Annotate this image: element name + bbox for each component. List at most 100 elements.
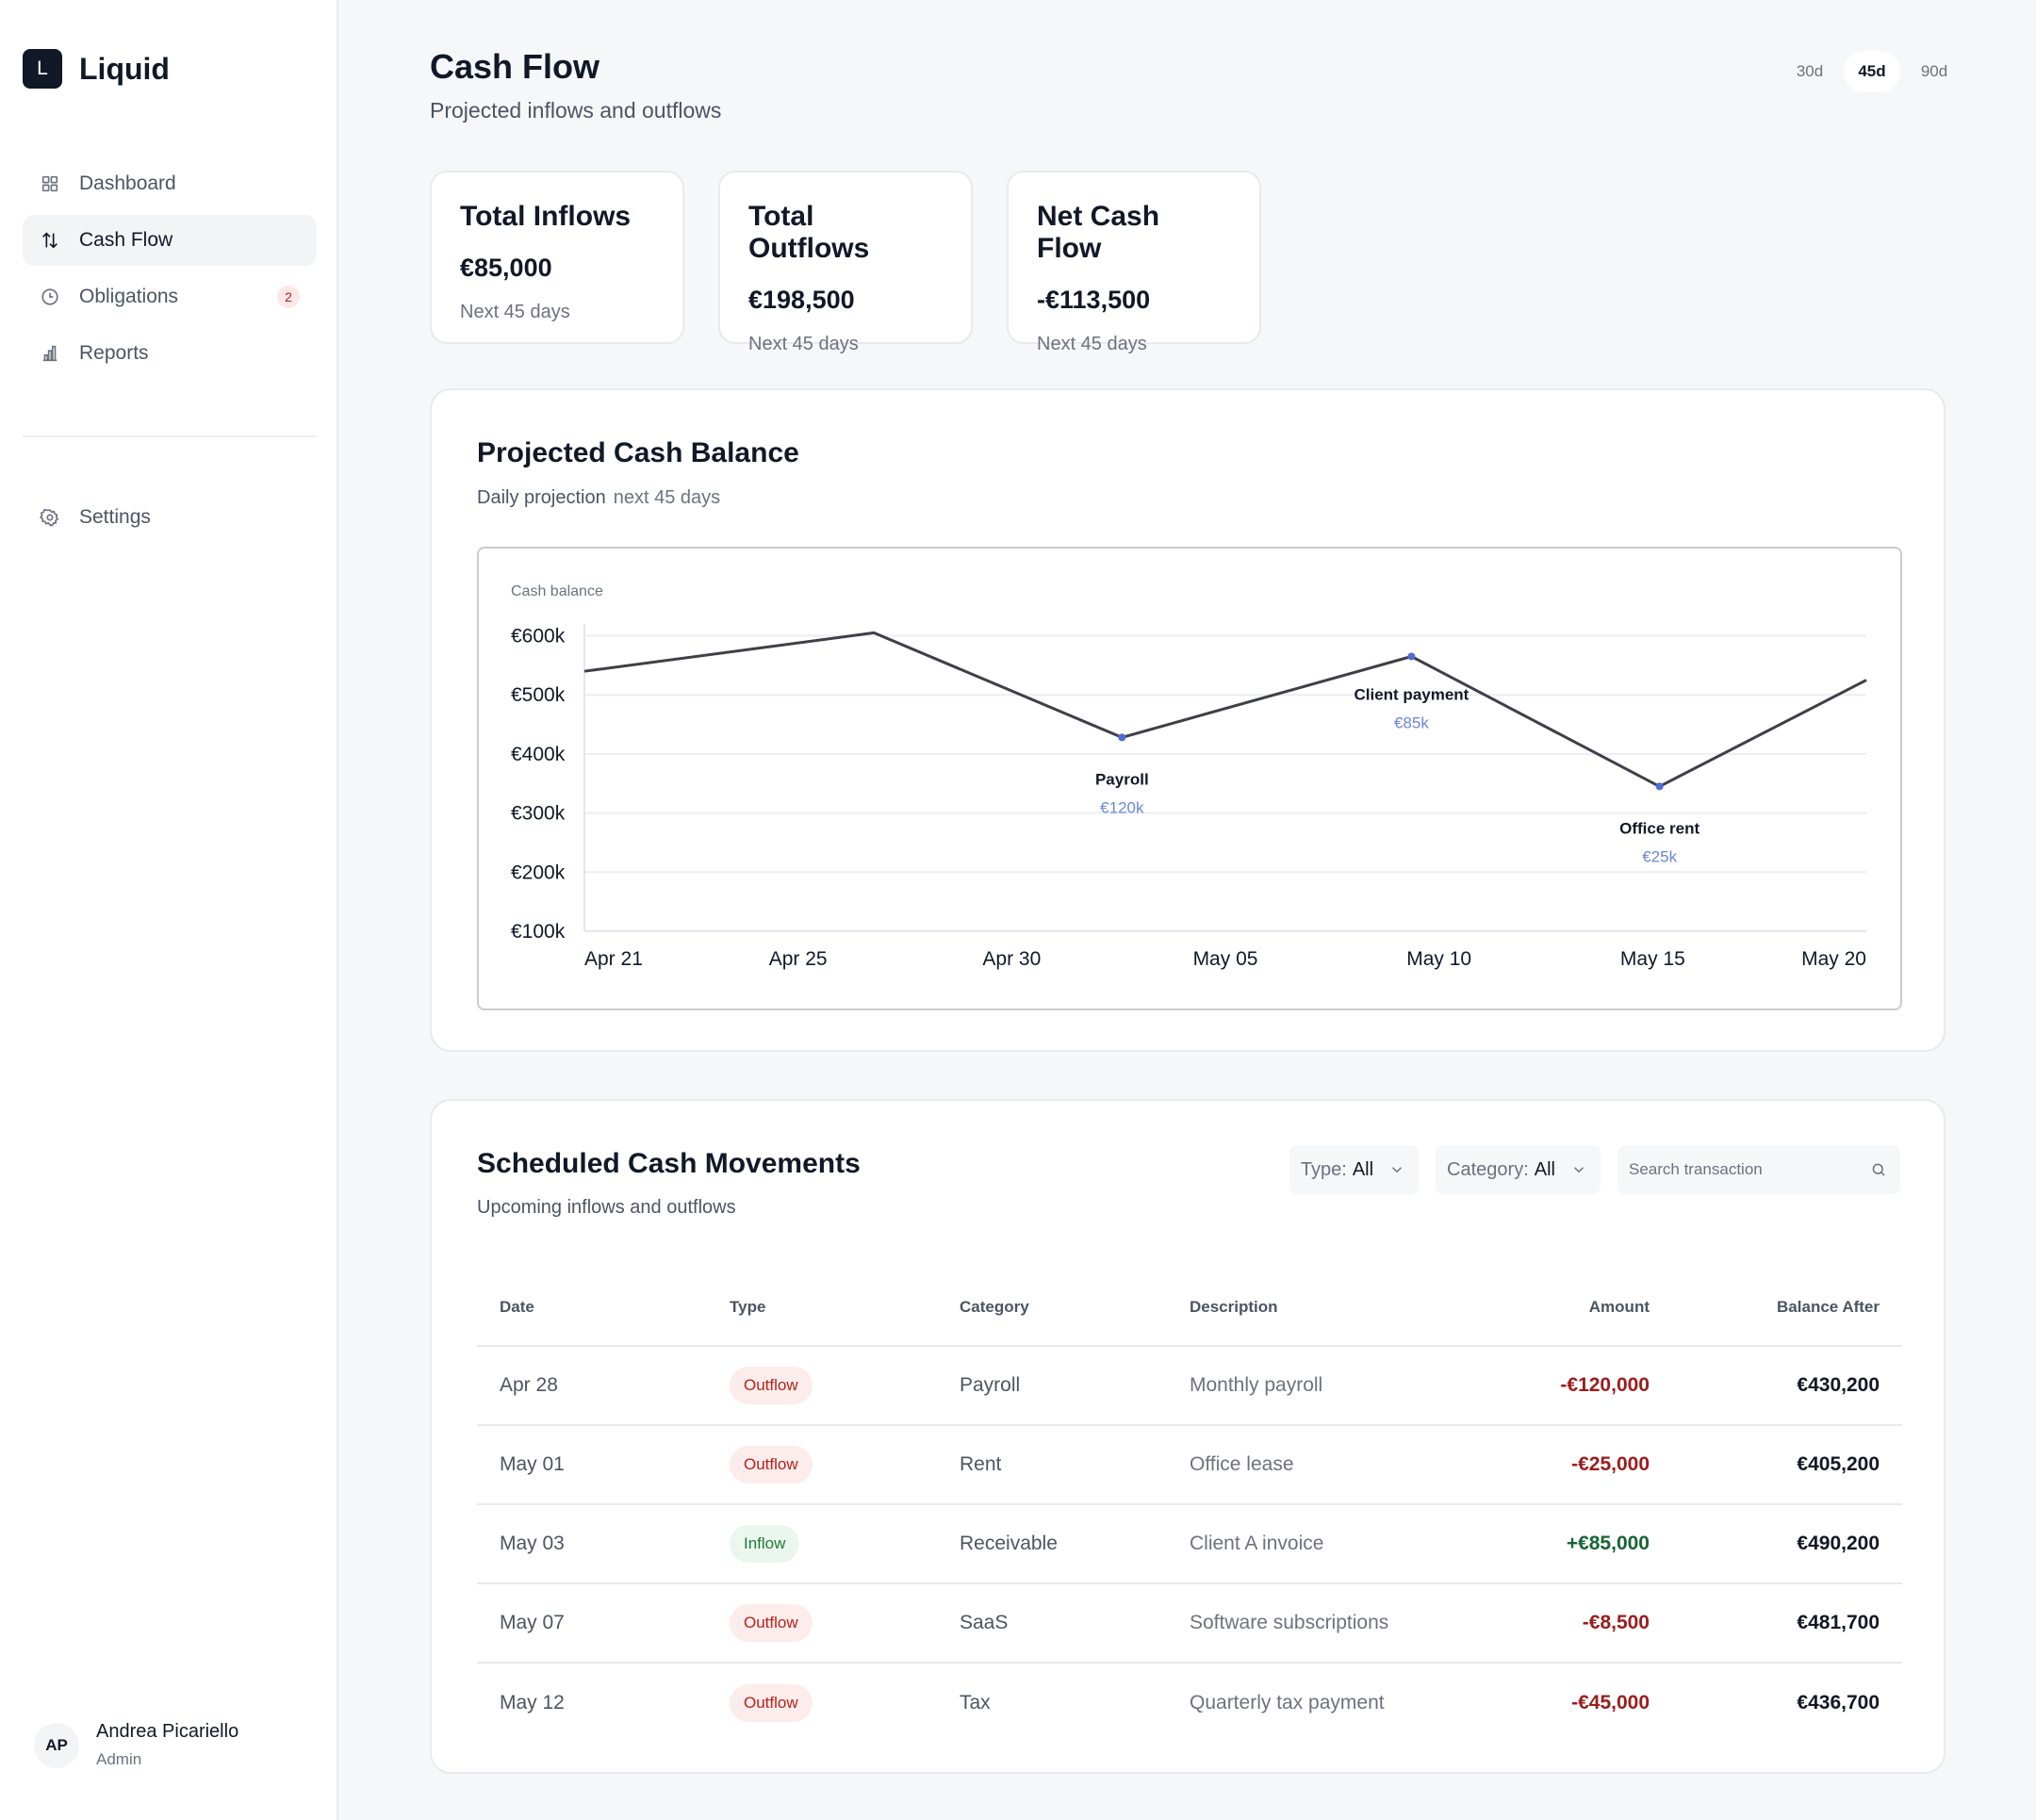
movements-subtitle: Upcoming inflows and outflows: [477, 1197, 736, 1218]
x-tick-label: Apr 30: [982, 948, 1041, 970]
brand[interactable]: L Liquid: [23, 49, 170, 89]
search-input[interactable]: [1617, 1145, 1900, 1194]
column-header-description[interactable]: Description: [1167, 1269, 1450, 1347]
cell-type: Outflow: [707, 1346, 937, 1426]
x-tick-label: Apr 25: [769, 948, 828, 970]
x-tick-label: May 15: [1620, 948, 1685, 970]
y-tick-labels: €600k €500k €400k €300k €200k €100k: [511, 626, 566, 943]
chart-svg: Cash balance €600k €500k €400k €300k €200k €1…: [511, 583, 1867, 970]
cell-description: Monthly payroll: [1167, 1346, 1450, 1426]
range-90d-button[interactable]: 90d: [1920, 62, 1948, 80]
type-filter-value: All: [1352, 1158, 1374, 1180]
stat-title: Total Outflows: [748, 201, 870, 264]
cell-description: Quarterly tax payment: [1190, 1691, 1385, 1713]
category-filter-select[interactable]: Category: All: [1436, 1145, 1601, 1194]
type-badge-outflow: Outflow: [730, 1367, 813, 1404]
type-filter-label: Type:: [1300, 1158, 1347, 1180]
cell-date: May 03: [477, 1504, 707, 1584]
cell-category: Tax: [960, 1691, 991, 1713]
cell-description: Client A invoice: [1167, 1504, 1450, 1584]
cell-category: Receivable: [937, 1504, 1167, 1584]
user-meta: Andrea Picariello Admin: [96, 1721, 238, 1769]
annotation-label: Payroll: [1095, 770, 1149, 788]
stat-title: Net Cash Flow: [1037, 201, 1160, 264]
type-badge-inflow: Inflow: [730, 1525, 800, 1563]
x-tick-label: May 20: [1801, 948, 1866, 970]
logo-icon: L: [23, 49, 62, 89]
range-30d-button[interactable]: 30d: [1796, 62, 1824, 80]
app-name: Liquid: [79, 51, 170, 86]
table-row[interactable]: Apr 28 Outflow Payroll Monthly payroll -…: [477, 1346, 1902, 1426]
column-header-category[interactable]: Category: [937, 1269, 1167, 1347]
movements-table: Date Type Category Description Amount Ba…: [477, 1269, 1902, 1742]
sidebar-item-settings[interactable]: Settings: [23, 492, 317, 543]
sidebar-nav: Dashboard Cash Flow Obligations 2 Report…: [23, 158, 317, 385]
stat-title: Total Inflows: [460, 201, 632, 232]
type-filter-select[interactable]: Type: All: [1289, 1145, 1420, 1194]
y-tick-label: €600k: [511, 626, 566, 648]
range-45d-button[interactable]: 45d: [1844, 51, 1900, 92]
sidebar-settings-group: Settings: [23, 492, 317, 549]
annotation-marker: [1118, 733, 1126, 742]
sidebar-item-dashboard[interactable]: Dashboard: [23, 158, 317, 209]
type-badge-outflow: Outflow: [730, 1446, 813, 1484]
user-name: Andrea Picariello: [96, 1721, 239, 1742]
stat-note: Next 45 days: [460, 302, 570, 322]
table-header-row: Date Type Category Description Amount Ba…: [477, 1269, 1902, 1347]
cell-date: May 07: [477, 1583, 707, 1664]
range-selector: 30d 45d 90d: [1782, 51, 1962, 92]
table-row[interactable]: May 01 Outflow Rent Office lease -€25,00…: [477, 1425, 1902, 1505]
annotation-marker: [1407, 652, 1416, 661]
annotation-label: Office rent: [1619, 819, 1699, 837]
chevron-down-icon: [1573, 1167, 1584, 1173]
cell-date: Apr 28: [477, 1346, 707, 1426]
table-row[interactable]: May 12 Outflow Tax Quarterly tax payment…: [477, 1663, 1902, 1742]
grid-icon: [40, 173, 60, 194]
avatar: AP: [34, 1722, 79, 1768]
y-axis-title: Cash balance: [511, 583, 603, 599]
cell-amount: -€45,000: [1571, 1691, 1650, 1713]
cell-balance-after: €490,200: [1672, 1504, 1902, 1584]
sidebar-item-cash-flow[interactable]: Cash Flow: [23, 215, 317, 266]
x-tick-labels: Apr 21 Apr 25 Apr 30 May 05 May 10 May 15 May …: [584, 948, 1866, 970]
cell-category: SaaS: [937, 1583, 1167, 1664]
arrows-up-down-icon: [40, 230, 60, 251]
cell-type: Outflow: [707, 1425, 937, 1505]
sidebar-item-label: Cash Flow: [79, 229, 173, 251]
sidebar-item-reports[interactable]: Reports: [23, 328, 317, 379]
page-subtitle: Projected inflows and outflows: [430, 98, 722, 123]
sidebar-item-obligations[interactable]: Obligations 2: [23, 271, 317, 322]
projection-card: Projected Cash Balance Daily projection n…: [430, 388, 1946, 1052]
cell-balance-after: €436,700: [1797, 1691, 1880, 1713]
cell-balance-after: €430,200: [1672, 1346, 1902, 1426]
cash-balance-chart: Cash balance €600k €500k €400k €300k €200k €1…: [477, 547, 1902, 1010]
type-badge-outflow: Outflow: [730, 1683, 813, 1722]
movements-title: Scheduled Cash Movements: [477, 1148, 861, 1179]
column-header-amount[interactable]: Amount: [1450, 1269, 1672, 1347]
chart-grid: [584, 634, 1866, 932]
sidebar-item-label: Reports: [79, 342, 149, 364]
annotation-value: €25k: [1642, 847, 1677, 865]
chevron-down-icon: [1392, 1167, 1403, 1173]
gear-icon: [40, 507, 60, 528]
stat-note: Next 45 days: [1037, 334, 1147, 354]
cell-type: Outflow: [707, 1663, 937, 1742]
sidebar-item-label: Settings: [79, 506, 151, 528]
cell-type: Outflow: [707, 1583, 937, 1664]
cell-amount: +€85,000: [1450, 1504, 1672, 1584]
table-row[interactable]: May 07 Outflow SaaS Software subscriptio…: [477, 1583, 1902, 1664]
stat-value: €85,000: [460, 254, 552, 282]
search-icon[interactable]: [1870, 1161, 1887, 1178]
user-profile[interactable]: AP Andrea Picariello Admin: [34, 1721, 238, 1769]
cell-description: Office lease: [1167, 1425, 1450, 1505]
cell-type: Inflow: [707, 1504, 937, 1584]
projection-subtitle: Daily projection next 45 days: [477, 487, 720, 509]
column-header-type[interactable]: Type: [707, 1269, 937, 1347]
cell-amount: -€120,000: [1450, 1346, 1672, 1426]
column-header-balance-after[interactable]: Balance After: [1672, 1269, 1902, 1347]
series-line-cash-balance: [583, 631, 1867, 788]
cell-category: Payroll: [937, 1346, 1167, 1426]
column-header-date[interactable]: Date: [477, 1269, 707, 1347]
table-row[interactable]: May 03 Inflow Receivable Client A invoic…: [477, 1504, 1902, 1584]
sidebar-item-label: Obligations: [79, 286, 179, 307]
